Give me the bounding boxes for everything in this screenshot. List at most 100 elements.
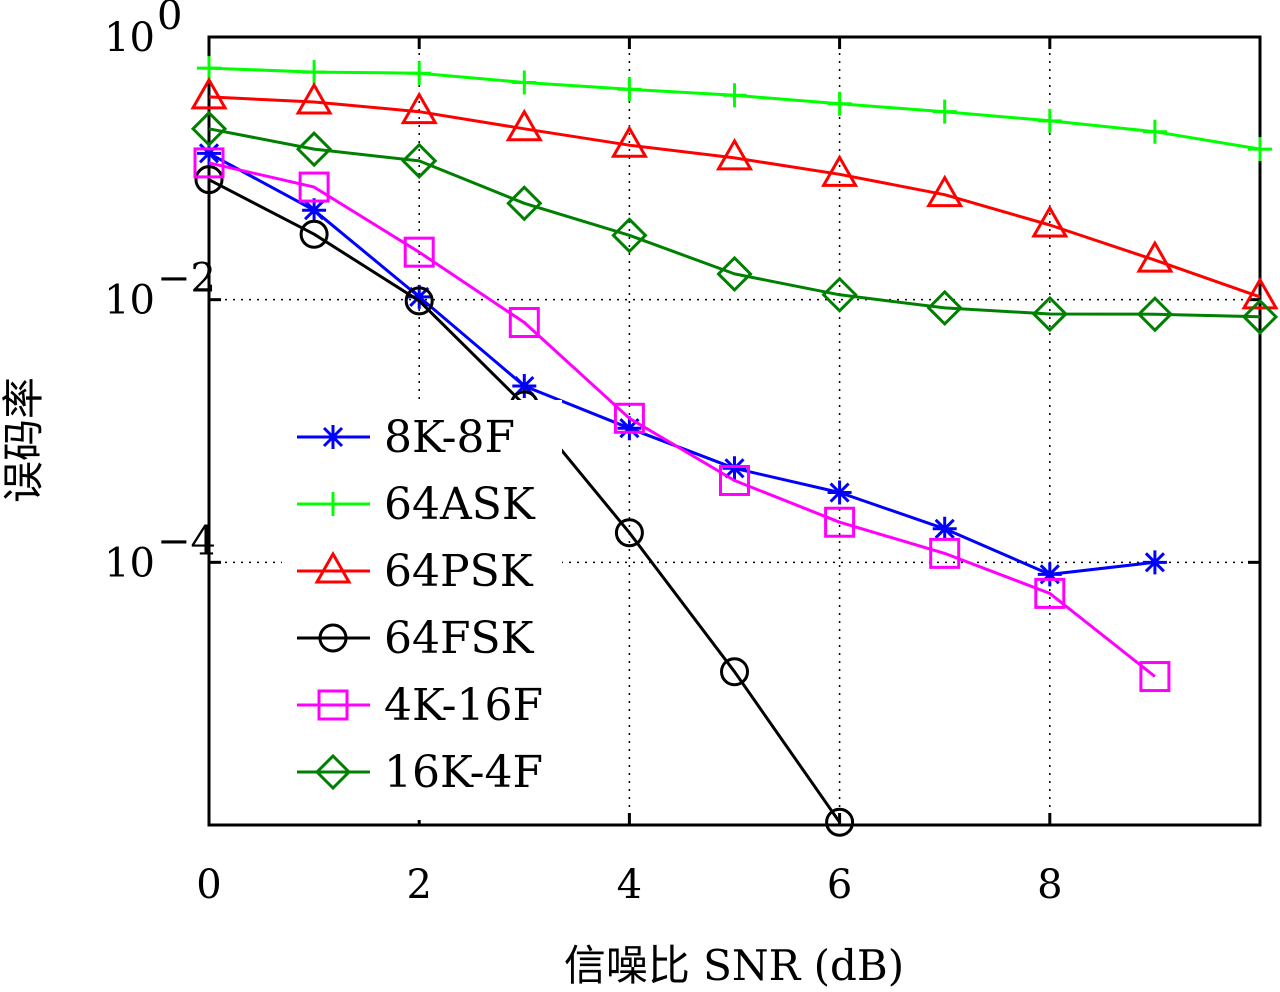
data-point	[190, 76, 228, 110]
x-axis-label: 信噪比 SNR (dB)	[564, 941, 904, 990]
series-16K-4F	[190, 110, 1279, 335]
legend-label: 8K-8F	[384, 412, 515, 463]
series-64PSK	[190, 76, 1279, 310]
data-point	[403, 236, 435, 268]
x-tick-label: 2	[406, 862, 431, 908]
legend-entry: 4K-16F	[297, 680, 543, 731]
data-point	[1139, 661, 1171, 693]
data-point	[926, 289, 963, 327]
data-point	[193, 147, 225, 179]
data-point	[317, 689, 349, 721]
data-point	[821, 276, 858, 313]
legend-background	[282, 400, 562, 820]
x-tick-label: 6	[827, 862, 852, 908]
legend-entry: 16K-4F	[297, 747, 543, 798]
data-point	[614, 518, 644, 548]
data-point	[194, 165, 224, 195]
data-point	[508, 307, 540, 339]
y-tick-exponent: 0	[157, 0, 182, 39]
data-point	[617, 77, 642, 102]
data-point	[1031, 205, 1069, 238]
data-point	[1136, 296, 1174, 333]
data-point	[407, 61, 432, 86]
data-point	[302, 60, 327, 85]
data-point	[512, 70, 537, 95]
series-line	[208, 127, 1261, 319]
y-axis-label: 误码率	[0, 377, 48, 503]
data-point	[404, 286, 434, 316]
data-point	[314, 550, 352, 584]
data-point	[1248, 137, 1272, 162]
data-point	[1034, 577, 1066, 609]
data-point	[299, 219, 329, 249]
data-point	[1142, 119, 1167, 144]
plot-frame	[207, 35, 1262, 827]
legend-label: 16K-4F	[384, 747, 543, 798]
data-point	[722, 83, 747, 108]
data-point	[824, 506, 856, 538]
data-point	[715, 137, 754, 171]
data-point	[506, 185, 543, 222]
data-point	[720, 657, 749, 687]
data-point	[321, 425, 345, 449]
data-point	[190, 110, 228, 147]
data-point	[827, 480, 852, 505]
y-tick-exponent: −2	[157, 256, 216, 302]
data-point	[400, 91, 438, 125]
data-point	[512, 374, 537, 399]
data-point	[932, 99, 957, 124]
data-point	[318, 623, 348, 653]
data-point	[617, 416, 642, 441]
legend-label: 64PSK	[384, 546, 534, 597]
y-tick-label: 10	[104, 278, 155, 324]
legend-label: 64FSK	[384, 613, 535, 664]
legend-entry: 64FSK	[297, 613, 535, 664]
data-point	[610, 125, 648, 158]
data-point	[929, 537, 961, 569]
data-point	[722, 456, 747, 481]
data-point	[197, 141, 221, 166]
data-point	[1031, 295, 1068, 333]
data-point	[611, 217, 648, 254]
data-point	[321, 492, 345, 516]
data-point	[1241, 276, 1279, 310]
y-tick-label: 10	[104, 540, 155, 586]
y-tick-exponent: −4	[157, 518, 216, 564]
series-4K-16F	[193, 147, 1171, 693]
series-64ASK	[197, 56, 1272, 162]
data-point	[1037, 108, 1062, 133]
data-point	[821, 154, 859, 187]
data-point	[197, 56, 221, 81]
data-point	[302, 198, 327, 223]
data-point	[1037, 562, 1062, 587]
legend-label: 4K-16F	[384, 680, 543, 731]
x-tick-label: 0	[196, 862, 221, 908]
data-point	[827, 91, 852, 116]
data-point	[407, 284, 432, 309]
series-line	[208, 161, 1156, 678]
data-point	[295, 81, 333, 115]
legend-entry: 8K-8F	[297, 412, 515, 463]
data-point	[295, 131, 333, 168]
data-point	[932, 516, 957, 541]
data-point	[825, 807, 855, 837]
data-point	[1241, 298, 1279, 335]
data-point	[1142, 550, 1167, 575]
legend-entry: 64ASK	[297, 479, 536, 530]
legend-entry: 64PSK	[297, 546, 534, 597]
legend: 8K-8F 64ASK 64PSK 64FSK 4K-16F 16K-4F	[282, 400, 562, 820]
x-tick-label: 8	[1037, 862, 1062, 908]
data-point	[314, 753, 352, 791]
data-point	[1136, 240, 1174, 273]
data-point	[298, 171, 330, 203]
data-point	[613, 402, 645, 434]
data-point	[719, 464, 750, 496]
legend-label: 64ASK	[384, 479, 536, 530]
series-line	[208, 66, 1261, 151]
data-point	[926, 174, 964, 208]
data-point	[401, 142, 438, 179]
data-point	[716, 255, 753, 293]
y-tick-label: 10	[104, 15, 155, 61]
